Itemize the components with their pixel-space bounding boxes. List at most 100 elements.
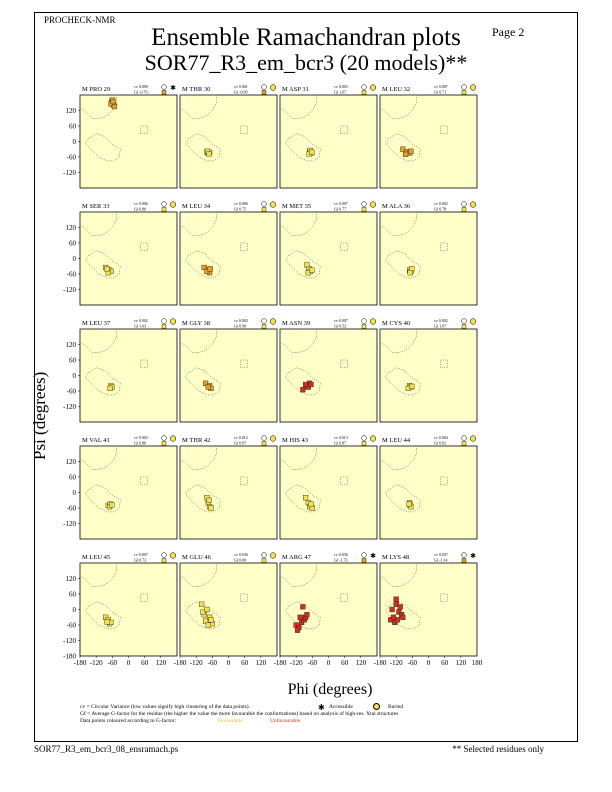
gf-swatch [161, 558, 167, 563]
gf-swatch [161, 324, 167, 329]
x-tick-label: -180 [174, 659, 187, 667]
x-tick-label: 0 [427, 659, 431, 667]
x-tick-label: 0 [127, 659, 131, 667]
cv-circle-icon [361, 552, 367, 558]
cv-circle-icon [361, 318, 367, 324]
panel-cv: cv 0.036 [334, 552, 348, 557]
left-helix-region [140, 359, 148, 369]
page-subtitle: SOR77_R3_em_bcr3 (20 models)** [144, 50, 468, 75]
left-helix-region [140, 242, 148, 252]
alpha-region [285, 250, 321, 279]
panel-title: M THR 30 [182, 86, 210, 93]
gf-swatch [461, 441, 467, 446]
left-helix-region [340, 359, 348, 369]
cv-circle-icon [461, 201, 467, 207]
alpha-region [385, 250, 421, 279]
y-tick-label: -60 [67, 505, 77, 513]
panel-frame [279, 328, 378, 423]
page-border [34, 12, 578, 742]
cv-circle-icon [261, 318, 267, 324]
page-title: Ensemble Ramachandran plots [151, 24, 461, 51]
y-tick-label: -120 [63, 637, 76, 645]
panel-frame [279, 211, 378, 306]
x-tick-label: 180 [472, 659, 483, 667]
panel-cv: cv 0.007 [134, 552, 148, 557]
gf-swatch [261, 207, 267, 212]
data-point [204, 268, 210, 275]
data-point [109, 502, 115, 508]
data-point [205, 384, 211, 390]
buried-icon [269, 318, 277, 325]
gf-swatch [361, 558, 367, 563]
data-point [207, 266, 213, 272]
y-tick-label: -60 [67, 271, 77, 279]
alpha-region [85, 250, 121, 279]
panel-title: M GLU 46 [182, 554, 212, 561]
buried-icon [269, 552, 277, 559]
x-tick-label: -60 [308, 659, 318, 667]
cv-circle-icon [461, 552, 467, 558]
buried-icon [369, 435, 377, 442]
left-helix-region [440, 125, 448, 135]
y-tick-label: -120 [63, 286, 76, 294]
x-tick-label: 60 [341, 659, 349, 667]
data-point [206, 151, 212, 157]
data-point [208, 505, 214, 511]
buried-icon [169, 435, 177, 442]
panel-title: M ASP 31 [282, 86, 309, 93]
data-point [200, 609, 206, 615]
legend-cv-text: cv = Circular Variance (low values signi… [80, 704, 250, 710]
gf-swatch [261, 90, 267, 95]
panel-cv: cv 0.007 [334, 201, 348, 206]
alpha-region [385, 484, 421, 513]
panel-cv: cv 0.003 [134, 435, 148, 440]
data-point [308, 501, 314, 507]
gf-swatch [361, 324, 367, 329]
panel-gf: Gf 1.07 [334, 90, 346, 95]
panel-gf: Gf 0.52 [334, 324, 346, 329]
left-helix-region [340, 242, 348, 252]
data-point [293, 622, 299, 628]
y-tick-label: 0 [73, 138, 77, 146]
panel-gf: Gf 0.82 [434, 441, 446, 446]
data-point [400, 614, 406, 620]
data-point [300, 387, 306, 393]
buried-icon [469, 318, 477, 325]
y-tick-label: 60 [69, 357, 77, 365]
alpha-region [85, 133, 121, 162]
panel-title: M GLY 38 [182, 320, 210, 327]
data-point [198, 601, 205, 607]
accessible-icon: ✱ [470, 552, 476, 560]
y-tick-label: 0 [73, 489, 77, 497]
panel-gf: Gf 0.80 [134, 207, 146, 212]
buried-icon [469, 435, 477, 442]
panel-frame [379, 328, 478, 423]
legend-favourable: Favourable [218, 718, 243, 724]
alpha-region [185, 601, 221, 630]
x-tick-label: -180 [374, 659, 387, 667]
data-point [409, 383, 415, 390]
data-point [294, 627, 301, 633]
data-point [205, 622, 211, 628]
y-tick-label: -120 [63, 403, 76, 411]
left-helix-region [240, 242, 248, 252]
panel-gf: Gf 0.87 [234, 441, 246, 446]
y-tick-label: 0 [73, 606, 77, 614]
gf-swatch [461, 90, 467, 95]
accessible-icon: ✱ [170, 84, 176, 92]
x-tick-label: -120 [290, 659, 303, 667]
gf-swatch [461, 207, 467, 212]
panel-gf: Gf -0.79 [134, 90, 148, 95]
panel-title: M LEU 32 [382, 86, 410, 93]
y-tick-label: 60 [69, 591, 77, 599]
buried-icon [269, 201, 277, 208]
y-tick-label: 60 [69, 240, 77, 248]
x-tick-label: -180 [274, 659, 287, 667]
panel-title: M LEU 37 [82, 320, 111, 327]
panel-cv: cv 0.003 [334, 84, 348, 89]
x-tick-label: 60 [241, 659, 249, 667]
alpha-region [385, 601, 421, 630]
panel-title: M LYS 48 [382, 554, 409, 561]
x-tick-label: -60 [408, 659, 418, 667]
